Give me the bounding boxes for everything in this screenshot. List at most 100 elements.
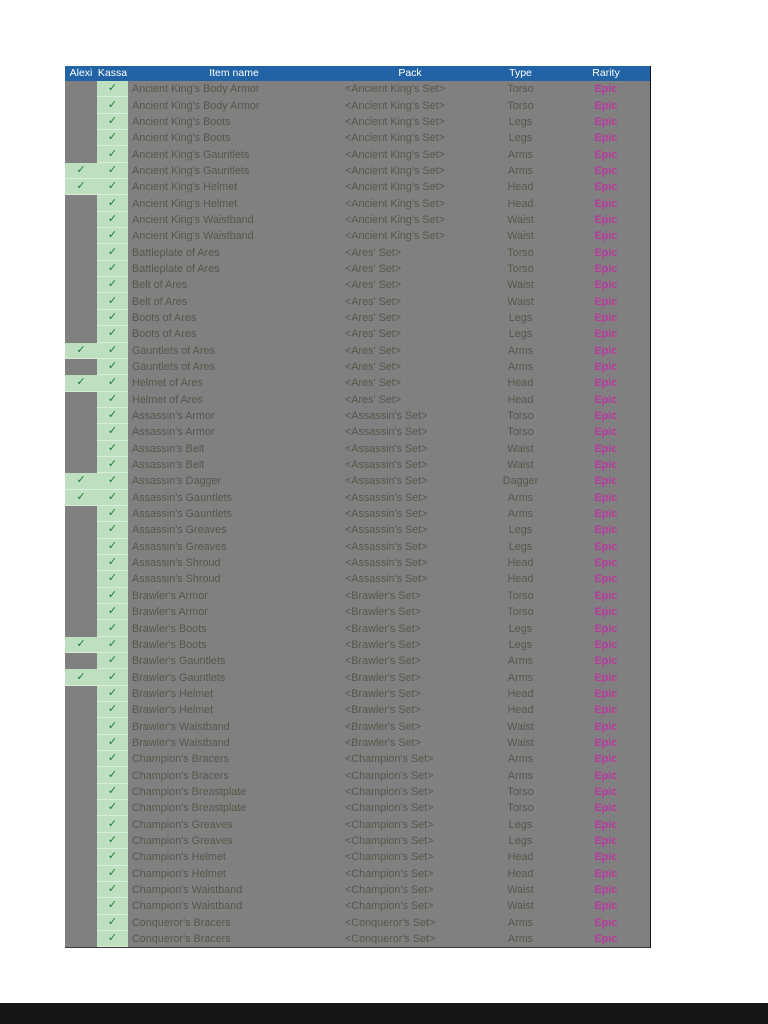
alexi-check-cell[interactable]: ✓ xyxy=(65,179,97,196)
kassa-check-cell[interactable]: ✓ xyxy=(97,653,128,670)
alexi-check-cell[interactable] xyxy=(65,244,97,260)
alexi-check-cell[interactable] xyxy=(65,441,97,457)
alexi-check-cell[interactable] xyxy=(65,195,97,211)
kassa-check-cell[interactable]: ✓ xyxy=(97,554,128,572)
alexi-check-cell[interactable] xyxy=(65,424,97,440)
kassa-check-cell[interactable]: ✓ xyxy=(97,587,128,604)
kassa-check-cell[interactable]: ✓ xyxy=(97,816,128,833)
kassa-check-cell[interactable]: ✓ xyxy=(97,130,128,147)
kassa-check-cell[interactable]: ✓ xyxy=(97,898,128,915)
alexi-check-cell[interactable] xyxy=(65,392,97,408)
alexi-check-cell[interactable] xyxy=(65,310,97,326)
kassa-check-cell[interactable]: ✓ xyxy=(97,685,128,703)
alexi-check-cell[interactable] xyxy=(65,735,97,751)
kassa-check-cell[interactable]: ✓ xyxy=(97,914,128,931)
alexi-check-cell[interactable] xyxy=(65,898,97,914)
alexi-check-cell[interactable] xyxy=(65,784,97,800)
alexi-check-cell[interactable]: ✓ xyxy=(65,473,97,490)
kassa-check-cell[interactable]: ✓ xyxy=(97,391,128,408)
alexi-check-cell[interactable] xyxy=(65,702,97,718)
kassa-check-cell[interactable]: ✓ xyxy=(97,342,128,359)
kassa-check-cell[interactable]: ✓ xyxy=(97,81,128,98)
kassa-check-cell[interactable]: ✓ xyxy=(97,195,128,212)
kassa-check-cell[interactable]: ✓ xyxy=(97,800,128,817)
kassa-check-cell[interactable]: ✓ xyxy=(97,832,128,850)
kassa-check-cell[interactable]: ✓ xyxy=(97,604,128,621)
alexi-check-cell[interactable] xyxy=(65,261,97,277)
alexi-check-cell[interactable] xyxy=(65,800,97,816)
alexi-check-cell[interactable] xyxy=(65,882,97,898)
alexi-check-cell[interactable] xyxy=(65,588,97,604)
kassa-check-cell[interactable]: ✓ xyxy=(97,244,128,261)
alexi-check-cell[interactable] xyxy=(65,277,97,293)
alexi-check-cell[interactable] xyxy=(65,866,97,882)
kassa-check-cell[interactable]: ✓ xyxy=(97,424,128,441)
alexi-check-cell[interactable] xyxy=(65,571,97,587)
alexi-check-cell[interactable] xyxy=(65,457,97,473)
alexi-check-cell[interactable] xyxy=(65,604,97,620)
alexi-check-cell[interactable] xyxy=(65,114,97,130)
alexi-check-cell[interactable] xyxy=(65,539,97,555)
alexi-check-cell[interactable] xyxy=(65,620,97,636)
kassa-check-cell[interactable]: ✓ xyxy=(97,97,128,114)
kassa-check-cell[interactable]: ✓ xyxy=(97,113,128,131)
alexi-check-cell[interactable] xyxy=(65,130,97,146)
kassa-check-cell[interactable]: ✓ xyxy=(97,326,128,343)
alexi-check-cell[interactable]: ✓ xyxy=(65,162,97,180)
alexi-check-cell[interactable]: ✓ xyxy=(65,342,97,359)
kassa-check-cell[interactable]: ✓ xyxy=(97,309,128,327)
kassa-check-cell[interactable]: ✓ xyxy=(97,146,128,163)
kassa-check-cell[interactable]: ✓ xyxy=(97,849,128,866)
kassa-check-cell[interactable]: ✓ xyxy=(97,718,128,735)
alexi-check-cell[interactable] xyxy=(65,146,97,162)
kassa-check-cell[interactable]: ✓ xyxy=(97,260,128,278)
alexi-check-cell[interactable] xyxy=(65,718,97,734)
alexi-check-cell[interactable] xyxy=(65,833,97,849)
kassa-check-cell[interactable]: ✓ xyxy=(97,162,128,180)
kassa-check-cell[interactable]: ✓ xyxy=(97,767,128,784)
kassa-check-cell[interactable]: ✓ xyxy=(97,865,128,882)
kassa-check-cell[interactable]: ✓ xyxy=(97,489,128,506)
kassa-check-cell[interactable]: ✓ xyxy=(97,179,128,196)
kassa-check-cell[interactable]: ✓ xyxy=(97,571,128,588)
alexi-check-cell[interactable]: ✓ xyxy=(65,669,97,686)
alexi-check-cell[interactable] xyxy=(65,767,97,783)
kassa-check-cell[interactable]: ✓ xyxy=(97,620,128,637)
alexi-check-cell[interactable] xyxy=(65,816,97,832)
alexi-check-cell[interactable] xyxy=(65,97,97,113)
kassa-check-cell[interactable]: ✓ xyxy=(97,277,128,294)
alexi-check-cell[interactable] xyxy=(65,81,97,97)
kassa-check-cell[interactable]: ✓ xyxy=(97,407,128,425)
alexi-check-cell[interactable]: ✓ xyxy=(65,636,97,654)
kassa-check-cell[interactable]: ✓ xyxy=(97,522,128,539)
alexi-check-cell[interactable] xyxy=(65,849,97,865)
alexi-check-cell[interactable] xyxy=(65,326,97,342)
kassa-check-cell[interactable]: ✓ xyxy=(97,456,128,474)
kassa-check-cell[interactable]: ✓ xyxy=(97,702,128,719)
alexi-check-cell[interactable] xyxy=(65,686,97,702)
alexi-check-cell[interactable] xyxy=(65,293,97,309)
alexi-check-cell[interactable] xyxy=(65,408,97,424)
kassa-check-cell[interactable]: ✓ xyxy=(97,538,128,555)
kassa-check-cell[interactable]: ✓ xyxy=(97,211,128,229)
kassa-check-cell[interactable]: ✓ xyxy=(97,473,128,490)
alexi-check-cell[interactable] xyxy=(65,212,97,228)
alexi-check-cell[interactable] xyxy=(65,931,97,947)
kassa-check-cell[interactable]: ✓ xyxy=(97,930,128,948)
alexi-check-cell[interactable]: ✓ xyxy=(65,489,97,506)
kassa-check-cell[interactable]: ✓ xyxy=(97,440,128,457)
kassa-check-cell[interactable]: ✓ xyxy=(97,358,128,376)
kassa-check-cell[interactable]: ✓ xyxy=(97,751,128,768)
kassa-check-cell[interactable]: ✓ xyxy=(97,669,128,686)
kassa-check-cell[interactable]: ✓ xyxy=(97,293,128,310)
kassa-check-cell[interactable]: ✓ xyxy=(97,505,128,523)
alexi-check-cell[interactable] xyxy=(65,653,97,669)
kassa-check-cell[interactable]: ✓ xyxy=(97,881,128,899)
alexi-check-cell[interactable] xyxy=(65,915,97,931)
alexi-check-cell[interactable] xyxy=(65,359,97,375)
alexi-check-cell[interactable]: ✓ xyxy=(65,375,97,392)
alexi-check-cell[interactable] xyxy=(65,555,97,571)
alexi-check-cell[interactable] xyxy=(65,751,97,767)
kassa-check-cell[interactable]: ✓ xyxy=(97,636,128,654)
kassa-check-cell[interactable]: ✓ xyxy=(97,228,128,245)
